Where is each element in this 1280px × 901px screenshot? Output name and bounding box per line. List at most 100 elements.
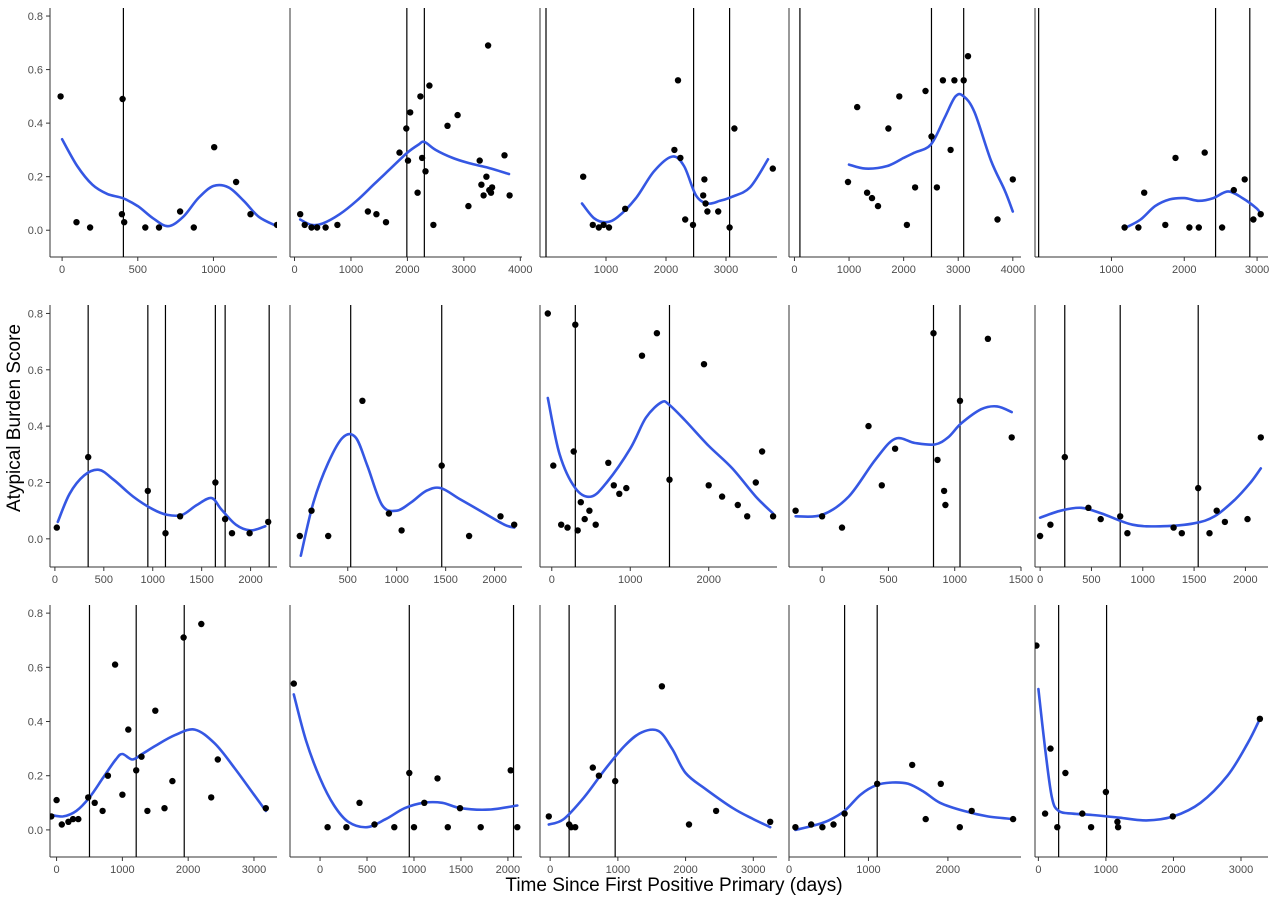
data-point (674, 77, 682, 84)
smooth-curve (1124, 190, 1262, 229)
y-tick-label: 0.0 (28, 534, 43, 546)
x-tick-label: 1500 (433, 574, 457, 586)
data-point (605, 459, 612, 466)
data-point (1172, 154, 1179, 162)
data-point (85, 453, 92, 461)
y-tick-label: 0.0 (28, 225, 43, 237)
data-point (1008, 434, 1015, 441)
data-point (290, 680, 297, 687)
x-tick-label: 3000 (242, 864, 266, 876)
x-tick-label: 0 (317, 864, 323, 876)
data-point (1035, 642, 1040, 649)
smooth-curve (794, 781, 1015, 832)
data-point (85, 794, 92, 801)
panel-1-2: 0 1000 2000 (539, 305, 777, 586)
data-point (896, 93, 903, 100)
panel-2-1: 0 500 1000 1500 2000 (289, 605, 522, 876)
data-point (407, 109, 414, 116)
data-point (406, 769, 413, 777)
data-point (605, 224, 613, 231)
data-point (956, 397, 964, 404)
data-point (937, 780, 944, 787)
x-tick-label: 0 (59, 264, 65, 276)
data-point (1169, 813, 1177, 820)
x-tick-label: 1500 (1009, 574, 1033, 586)
data-point (964, 53, 972, 60)
data-point (1162, 221, 1169, 229)
data-point (228, 530, 236, 537)
x-tick-label: 2000 (176, 864, 200, 876)
data-point (382, 219, 390, 226)
data-point (700, 361, 708, 368)
panel-0-0: 0 500 1000 0.0 0.2 0.4 0.6 0.8 (28, 8, 277, 276)
data-point (616, 490, 623, 497)
data-point (396, 149, 403, 156)
data-point (1178, 530, 1186, 537)
data-point (1062, 769, 1069, 777)
panel-2-2: 0 1000 2000 3000 (539, 605, 777, 876)
data-point (1218, 224, 1226, 231)
data-point (265, 518, 272, 526)
data-point (572, 321, 579, 328)
data-point (1036, 532, 1044, 540)
data-point (1061, 453, 1069, 461)
data-point (308, 224, 315, 231)
data-point (704, 208, 711, 215)
data-point (865, 422, 872, 430)
panel-data (290, 605, 521, 857)
x-tick-label: 500 (339, 574, 357, 586)
data-point (589, 221, 596, 229)
x-tick-label: 3000 (714, 264, 738, 276)
data-point (544, 310, 551, 317)
data-point (385, 510, 393, 517)
smooth-curve (299, 432, 516, 557)
x-tick-label: 1000 (402, 864, 426, 876)
y-tick-label: 0.4 (28, 421, 43, 433)
data-point (511, 521, 518, 528)
data-point (830, 821, 837, 828)
data-point (356, 799, 363, 806)
smooth-curve (50, 728, 268, 818)
data-point (1097, 515, 1104, 523)
data-point (477, 824, 484, 831)
data-point (891, 445, 899, 452)
data-point (456, 805, 464, 812)
data-point (1087, 824, 1095, 831)
data-point (119, 95, 126, 103)
y-tick-label: 0.4 (28, 717, 43, 729)
data-point (838, 524, 846, 531)
smooth-curve (546, 396, 775, 515)
data-point (484, 42, 492, 49)
data-point (1257, 211, 1264, 218)
data-point (1257, 434, 1265, 441)
y-tick-label: 0.2 (28, 172, 43, 184)
data-point (1213, 507, 1220, 514)
data-point (1121, 224, 1128, 231)
x-tick-label: 1000 (1094, 864, 1118, 876)
data-point (718, 493, 726, 500)
x-tick-label: 0 (819, 574, 825, 586)
panel-0-3: 0 1000 2000 3000 4000 (788, 8, 1025, 276)
data-point (1170, 524, 1177, 531)
data-point (947, 146, 954, 154)
panel-data (1035, 605, 1264, 857)
x-tick-label: 0 (291, 264, 297, 276)
data-point (586, 507, 593, 514)
data-point (622, 205, 629, 212)
data-point (325, 532, 332, 540)
data-point (1124, 530, 1131, 537)
data-point (1250, 216, 1257, 223)
data-point (403, 125, 410, 132)
data-point (863, 189, 871, 196)
data-point (212, 479, 219, 486)
data-point (313, 224, 321, 231)
panel-data (50, 605, 269, 857)
data-point (465, 202, 472, 210)
x-tick-label: 1500 (189, 574, 213, 586)
data-point (121, 219, 128, 226)
data-point (1230, 186, 1238, 194)
x-axis-title: Time Since First Positive Primary (days) (505, 875, 842, 896)
data-point (91, 799, 98, 806)
panel-1-3: 0 500 1000 1500 (788, 305, 1033, 586)
